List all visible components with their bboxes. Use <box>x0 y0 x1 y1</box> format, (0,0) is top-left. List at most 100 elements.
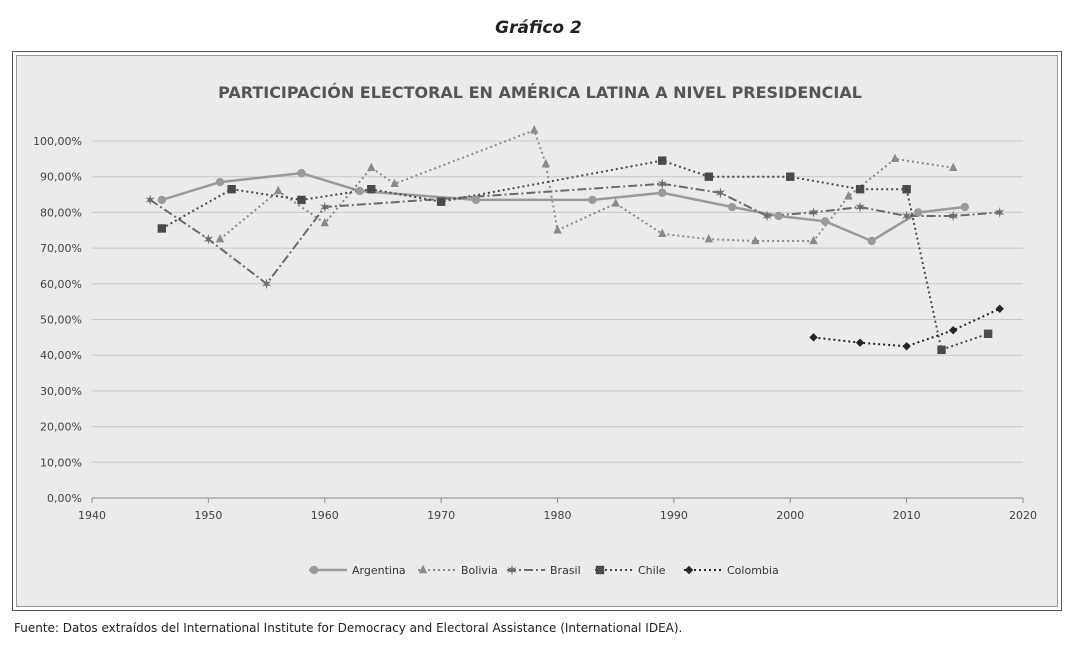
y-tick-label: 60,00% <box>40 278 82 291</box>
point-brasil <box>203 233 214 245</box>
point-bolivia <box>215 233 225 243</box>
point-argentina <box>960 202 970 212</box>
legend-label-brasil: Brasil <box>550 564 581 577</box>
point-colombia <box>995 304 1004 313</box>
y-tick-label: 0,00% <box>47 492 82 505</box>
point-chile <box>983 329 993 338</box>
point-argentina <box>820 217 830 226</box>
series-line-argentina <box>161 171 965 243</box>
legend-label-colombia: Colombia <box>727 564 779 577</box>
legend-label-chile: Chile <box>638 564 666 577</box>
series-line-brasil <box>149 182 1000 286</box>
point-argentina <box>355 186 364 196</box>
legend: Argentina Bolivia Brasil Chile Colombia <box>309 564 779 577</box>
legend-marker-bolivia <box>418 564 428 574</box>
point-brasil <box>715 187 726 199</box>
x-tick-label: 1940 <box>78 509 106 522</box>
point-colombia <box>948 326 958 335</box>
point-argentina <box>914 208 923 217</box>
series-line-chile <box>161 159 989 352</box>
point-chile <box>658 156 667 165</box>
point-colombia <box>855 338 865 347</box>
source-note: Fuente: Datos extraídos del Internationa… <box>14 621 683 635</box>
y-tick-label: 20,00% <box>40 421 82 434</box>
point-bolivia <box>367 162 376 171</box>
x-tick-label: 2000 <box>776 509 804 522</box>
point-brasil <box>995 207 1005 218</box>
legend-marker-colombia <box>684 565 694 575</box>
legend-marker-chile <box>595 565 605 575</box>
point-brasil <box>145 194 155 206</box>
point-brasil <box>948 210 958 222</box>
point-chile <box>855 184 865 194</box>
legend-label-argentina: Argentina <box>352 564 406 577</box>
point-colombia <box>902 342 911 351</box>
chart-title: PARTICIPACIÓN ELECTORAL EN AMÉRICA LATIN… <box>218 83 862 102</box>
point-bolivia <box>890 153 900 163</box>
series-markers <box>145 125 1005 355</box>
point-chile <box>297 195 306 205</box>
figure-heading: Gráfico 2 <box>495 18 582 38</box>
x-tick-label: 1970 <box>427 509 455 522</box>
point-bolivia <box>611 198 620 207</box>
point-chile <box>902 184 911 194</box>
point-brasil <box>657 178 667 190</box>
point-brasil <box>855 201 865 213</box>
y-tick-label: 10,00% <box>40 456 82 469</box>
x-tick-label: 1960 <box>311 509 339 522</box>
point-bolivia <box>541 159 551 168</box>
point-argentina <box>471 195 481 205</box>
y-tick-label: 80,00% <box>40 206 82 219</box>
point-brasil <box>762 210 772 222</box>
x-tick-label: 1980 <box>544 509 572 522</box>
point-argentina <box>588 195 597 205</box>
point-chile <box>937 345 946 355</box>
y-axis: 0,00% 10,00% 20,00% 30,00% 40,00% 50,00% 60,00… <box>33 135 82 505</box>
y-tick-label: 40,00% <box>40 349 82 362</box>
point-bolivia <box>809 235 818 245</box>
point-brasil <box>808 207 819 218</box>
legend-label-bolivia: Bolivia <box>461 564 498 577</box>
point-argentina <box>157 195 167 205</box>
y-tick-label: 50,00% <box>40 314 82 327</box>
point-bolivia <box>844 191 853 200</box>
point-bolivia <box>751 235 760 245</box>
grid <box>92 140 1023 499</box>
x-tick-label: 2010 <box>893 509 921 522</box>
point-colombia <box>809 333 818 342</box>
y-tick-label: 30,00% <box>40 385 82 398</box>
point-argentina <box>867 236 876 246</box>
point-bolivia <box>704 233 713 243</box>
point-bolivia <box>530 125 539 134</box>
point-chile <box>157 224 167 233</box>
point-argentina <box>727 202 737 212</box>
point-bolivia <box>390 178 399 188</box>
point-bolivia <box>553 225 562 234</box>
point-brasil <box>901 210 912 222</box>
y-tick-label: 90,00% <box>40 171 82 184</box>
point-chile <box>436 197 446 206</box>
point-chile <box>227 184 236 194</box>
point-argentina <box>774 211 783 221</box>
point-bolivia <box>320 217 329 227</box>
point-bolivia <box>274 185 283 195</box>
point-brasil <box>261 278 272 290</box>
series-line-colombia <box>813 307 1001 348</box>
legend-marker-brasil <box>507 564 517 576</box>
x-tick-label: 1950 <box>194 509 222 522</box>
point-chile <box>367 184 376 194</box>
point-chile <box>786 172 795 181</box>
point-argentina <box>658 188 667 197</box>
x-tick-label: 1990 <box>660 509 688 522</box>
chart-frame <box>12 51 1062 611</box>
point-bolivia <box>658 228 667 238</box>
y-tick-label: 100,00% <box>33 135 82 148</box>
x-axis: 1940 1950 1960 1970 1980 1990 2000 2010 2020 <box>78 498 1037 522</box>
point-brasil <box>320 201 330 213</box>
x-tick-label: 2020 <box>1009 509 1037 522</box>
point-argentina <box>297 168 306 178</box>
point-chile <box>704 172 713 181</box>
y-tick-label: 70,00% <box>40 242 82 255</box>
point-bolivia <box>948 162 958 171</box>
